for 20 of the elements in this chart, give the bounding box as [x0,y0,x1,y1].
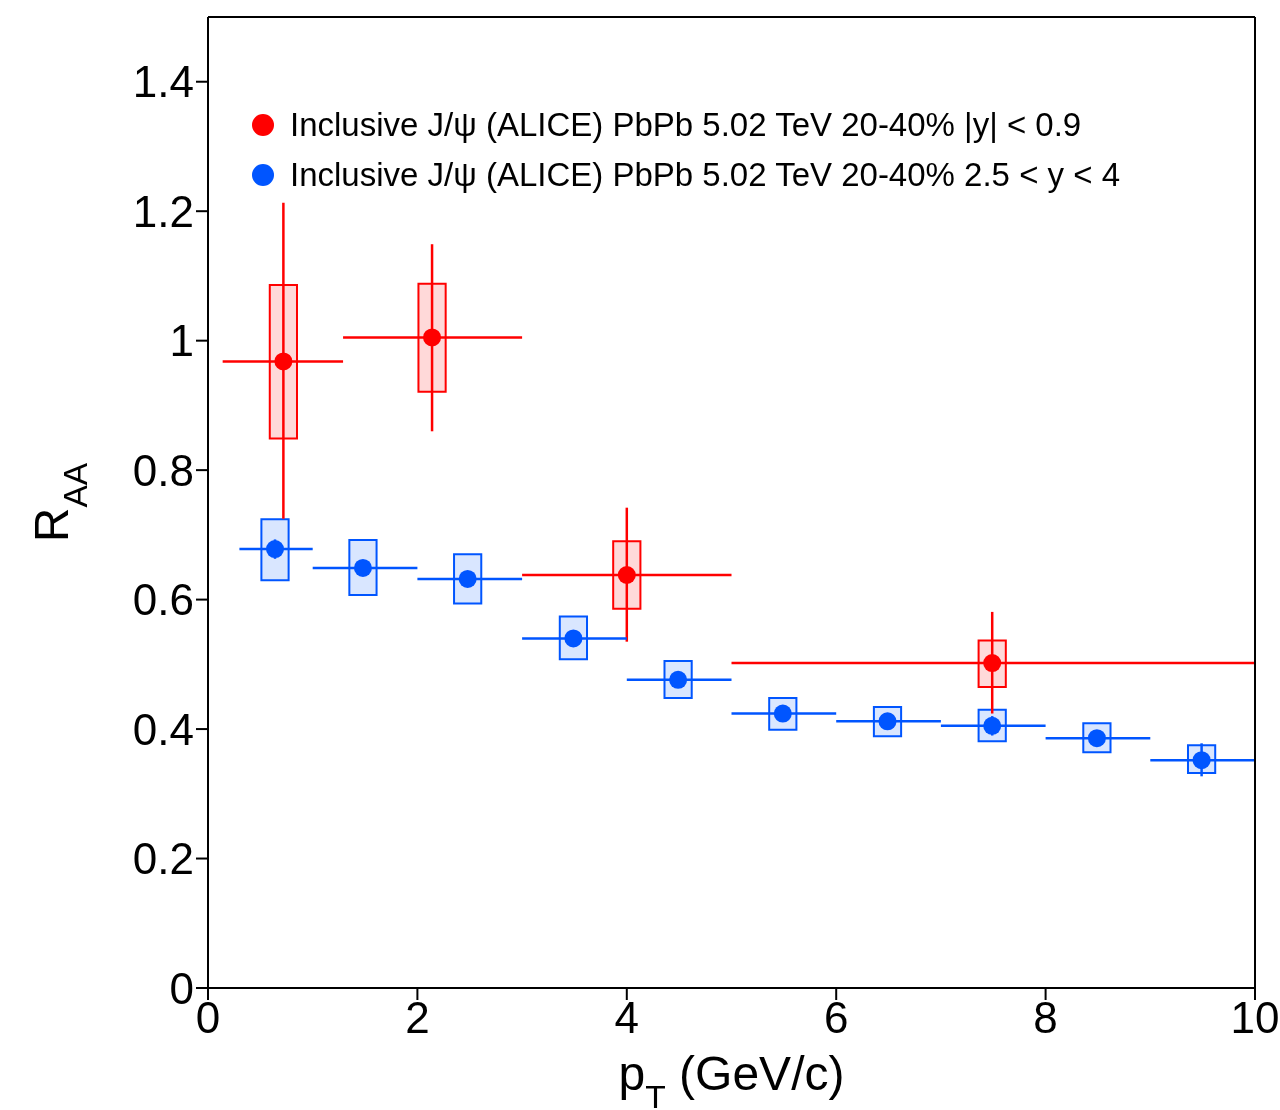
x-tick-label: 8 [1033,993,1058,1043]
x-axis-title: p$_{T}$ (GeV/c) [618,1047,845,1110]
x-tick-label: 4 [614,993,640,1043]
y-tick-label: 0.2 [132,834,194,884]
point [423,328,442,347]
y-tick-label: 0.6 [132,575,194,625]
point [274,352,293,371]
x-tick-label: 6 [823,993,849,1043]
y-tick-label: 1.2 [132,186,194,236]
bar [348,539,378,597]
x-tick-label: 10 [1230,993,1280,1043]
y-tick-label: 1 [169,316,194,366]
y-tick-label: 1.4 [132,57,194,107]
legend-label: Inclusive J/ψ (ALICE) PbPb 5.02 TeV 20-40% |y| < 0.9 [290,105,1082,145]
legend-label: Inclusive J/ψ (ALICE) PbPb 5.02 TeV 20-40% 2.5 < y < 4 [290,155,1121,195]
bar [260,518,290,582]
bar [417,282,447,393]
y-tick-label: 0.4 [132,704,194,754]
x-tick-label: 2 [405,993,430,1043]
y-tick-label: 0.8 [132,445,194,495]
